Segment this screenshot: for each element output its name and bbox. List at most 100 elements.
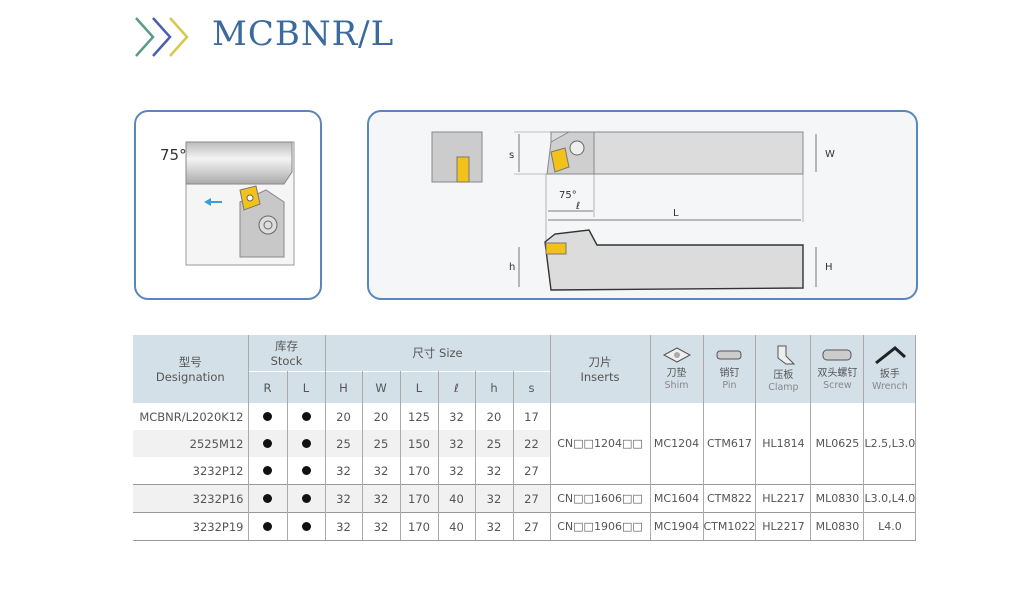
stock-col-L: L	[287, 371, 326, 403]
table-row: 3232P12 32 32 170 32 32 27	[133, 457, 916, 485]
stock-col-R: R	[248, 371, 288, 403]
shim-cell: MC1204	[650, 403, 704, 485]
stock-header: 库存 Stock	[248, 335, 326, 372]
size-cell: 40	[438, 484, 476, 513]
in-stock-dot	[263, 411, 272, 421]
clamp-cell: HL2217	[755, 512, 812, 541]
size-cell: 25	[325, 430, 363, 457]
size-col-L: L	[400, 371, 439, 403]
size-cell: 32	[325, 457, 363, 485]
stock-R-cell	[248, 457, 288, 485]
designation-header: 型号 Designation	[133, 335, 249, 403]
in-stock-dot	[263, 438, 272, 448]
label-L: L	[673, 208, 679, 219]
size-cell: 32	[475, 457, 514, 485]
size-cell: 20	[325, 403, 363, 430]
size-cell: 32	[438, 430, 476, 457]
size-cell: 32	[475, 484, 514, 513]
table-row: 2525M12 25 25 150 32 25 22	[133, 430, 916, 457]
spec-table: 型号 Designation 库存 Stock 尺寸 Size 刀片 Inserts …	[133, 335, 917, 541]
wrench-cell: L3.0,L4.0	[863, 484, 917, 513]
insert-cell: CN□□1906□□	[550, 512, 651, 541]
screw-cell: ML0625	[810, 403, 865, 485]
pin-cell: CTM617	[703, 403, 757, 485]
label-h: h	[509, 262, 515, 273]
label-s: s	[509, 150, 514, 161]
insert-cell: CN□□1606□□	[550, 484, 651, 513]
shim-cell: MC1604	[650, 484, 704, 513]
table-row: MCBNR/L2020K12 20 20 125 32 20 17 CN□□1204□□ MC1…	[133, 403, 917, 485]
arrow-left-icon	[204, 198, 222, 206]
pin-cell: CTM822	[703, 484, 757, 513]
pin-icon	[716, 350, 742, 360]
size-col-H: H	[325, 371, 363, 403]
inserts-header: 刀片 Inserts	[550, 335, 651, 403]
size-col-W: W	[362, 371, 401, 403]
angle-label: 75°	[160, 146, 187, 164]
label-W: W	[825, 149, 835, 160]
stock-L-cell	[287, 484, 326, 513]
size-cell: 40	[438, 512, 476, 541]
stock-R-cell	[248, 512, 288, 541]
size-cell: 17	[513, 403, 551, 430]
size-cell: 170	[400, 457, 439, 485]
designation-cell: 3232P12	[133, 457, 249, 485]
size-col-l: ℓ	[438, 371, 476, 403]
in-stock-dot	[263, 521, 272, 531]
stock-R-cell	[248, 484, 288, 513]
size-cell: 22	[513, 430, 551, 457]
pin-cell: CTM1022	[703, 512, 757, 541]
in-stock-dot	[301, 411, 311, 421]
designation-cell: 3232P16	[133, 484, 249, 513]
size-cell: 27	[513, 512, 551, 541]
shim-icon	[662, 347, 691, 363]
label-angle: 75°	[559, 190, 577, 201]
screw-header: 双头螺钉 Screw	[810, 335, 865, 403]
clamp-cell: HL1814	[755, 403, 812, 485]
shim-cell: MC1904	[650, 512, 704, 541]
size-cell: 25	[475, 430, 514, 457]
size-col-s: s	[513, 371, 551, 403]
screw-cell: ML0830	[810, 484, 865, 513]
stock-L-cell	[287, 512, 326, 541]
in-stock-dot	[301, 521, 311, 531]
wrench-cell: L2.5,L3.0	[863, 403, 917, 485]
tool-dimension-diagram: s W 75° ℓ L h H	[367, 110, 918, 300]
wrench-cell: L4.0	[863, 512, 917, 541]
size-cell: 32	[438, 403, 476, 430]
size-cell: 32	[325, 512, 363, 541]
size-cell: 20	[362, 403, 401, 430]
screw-cell: ML0830	[810, 512, 865, 541]
stock-L-cell	[287, 403, 326, 430]
size-cell: 32	[475, 512, 514, 541]
size-cell: 25	[362, 430, 401, 457]
insert-cell: CN□□1204□□	[550, 403, 651, 485]
size-cell: 32	[438, 457, 476, 485]
in-stock-dot	[263, 493, 272, 503]
cutting-angle-diagram: 75°	[134, 110, 322, 300]
in-stock-dot	[301, 438, 311, 448]
size-cell: 170	[400, 484, 439, 513]
stock-L-cell	[287, 430, 326, 457]
size-cell: 125	[400, 403, 439, 430]
size-cell: 32	[362, 484, 401, 513]
shim-header: 刀垫 Shim	[650, 335, 704, 403]
clamp-icon	[777, 345, 796, 365]
in-stock-dot	[301, 465, 311, 475]
pin-header: 销钉 Pin	[703, 335, 757, 403]
screw-icon	[822, 349, 852, 361]
page-title: MCBNR/L	[212, 14, 395, 54]
size-header: 尺寸 Size	[325, 335, 551, 372]
label-H: H	[825, 262, 833, 273]
size-cell: 150	[400, 430, 439, 457]
size-col-h: h	[475, 371, 514, 403]
chevron-logo-icon	[135, 17, 189, 57]
in-stock-dot	[301, 493, 311, 503]
wrench-header: 扳手 Wrench	[863, 335, 917, 403]
size-cell: 27	[513, 457, 551, 485]
clamp-cell: HL2217	[755, 484, 812, 513]
table-row: 3232P19 32 32 170 40 32 27 CN□□1906□□ MC1904 CTM1…	[133, 512, 917, 541]
clamp-header: 压板 Clamp	[755, 335, 812, 403]
size-cell: 27	[513, 484, 551, 513]
label-l: ℓ	[576, 201, 580, 212]
